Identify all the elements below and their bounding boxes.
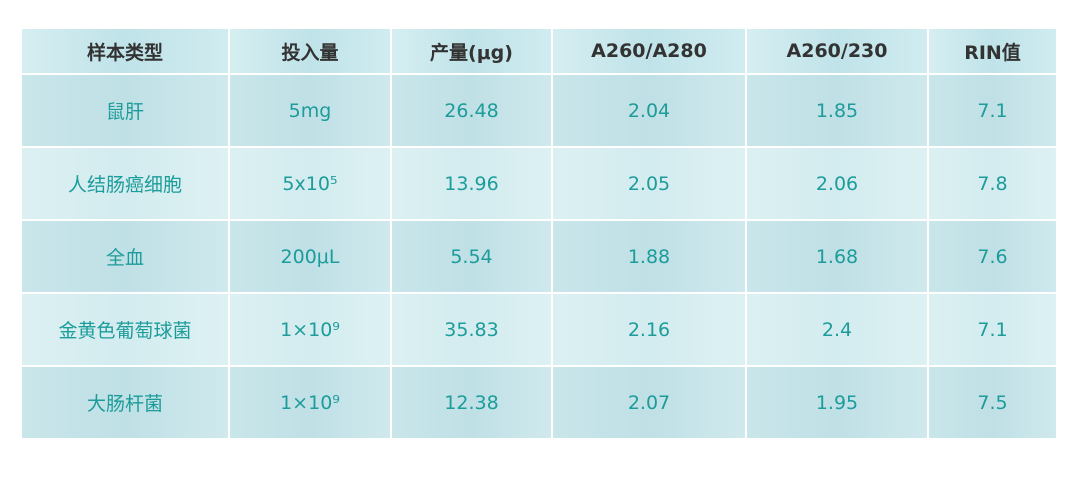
table-cell: 1.85 [745, 73, 929, 148]
header-cell: 样本类型 [20, 27, 230, 75]
table-cell: 1×10⁹ [228, 292, 392, 367]
table-container: 样本类型 投入量 产量(μg) A260/A280 A260/230 RIN值 鼠肝 5mg… [20, 27, 1058, 440]
header-cell: A260/230 [745, 27, 929, 75]
table-cell: 全血 [20, 219, 230, 294]
table-cell: 200μL [228, 219, 392, 294]
table-row: 全血 200μL 5.54 1.88 1.68 7.6 [20, 219, 1058, 294]
data-table: 样本类型 投入量 产量(μg) A260/A280 A260/230 RIN值 鼠肝 5mg… [20, 27, 1058, 440]
table-cell: 1×10⁹ [228, 365, 392, 440]
table-cell: 2.04 [551, 73, 747, 148]
header-cell: A260/A280 [551, 27, 747, 75]
table-row: 人结肠癌细胞 5x10⁵ 13.96 2.05 2.06 7.8 [20, 146, 1058, 221]
table-cell: 金黄色葡萄球菌 [20, 292, 230, 367]
table-cell: 大肠杆菌 [20, 365, 230, 440]
header-cell: 投入量 [228, 27, 392, 75]
table-cell: 5.54 [390, 219, 553, 294]
header-cell: 产量(μg) [390, 27, 553, 75]
table-cell: 2.05 [551, 146, 747, 221]
table-cell: 7.8 [927, 146, 1058, 221]
table-body: 鼠肝 5mg 26.48 2.04 1.85 7.1 人结肠癌细胞 5x10⁵ 13.96 2.0… [20, 73, 1058, 440]
table-row: 金黄色葡萄球菌 1×10⁹ 35.83 2.16 2.4 7.1 [20, 292, 1058, 367]
table-cell: 5mg [228, 73, 392, 148]
table-row: 鼠肝 5mg 26.48 2.04 1.85 7.1 [20, 73, 1058, 148]
table-cell: 7.1 [927, 73, 1058, 148]
table-row: 大肠杆菌 1×10⁹ 12.38 2.07 1.95 7.5 [20, 365, 1058, 440]
table-cell: 35.83 [390, 292, 553, 367]
table-cell: 1.68 [745, 219, 929, 294]
table-cell: 7.1 [927, 292, 1058, 367]
table-cell: 1.88 [551, 219, 747, 294]
table-cell: 2.06 [745, 146, 929, 221]
table-cell: 7.6 [927, 219, 1058, 294]
table-cell: 鼠肝 [20, 73, 230, 148]
header-cell: RIN值 [927, 27, 1058, 75]
table-cell: 2.4 [745, 292, 929, 367]
header-row: 样本类型 投入量 产量(μg) A260/A280 A260/230 RIN值 [20, 27, 1058, 75]
table-cell: 13.96 [390, 146, 553, 221]
table-cell: 1.95 [745, 365, 929, 440]
table-cell: 人结肠癌细胞 [20, 146, 230, 221]
table-cell: 2.07 [551, 365, 747, 440]
table-cell: 26.48 [390, 73, 553, 148]
table-cell: 2.16 [551, 292, 747, 367]
table-cell: 12.38 [390, 365, 553, 440]
table-cell: 7.5 [927, 365, 1058, 440]
table-cell: 5x10⁵ [228, 146, 392, 221]
